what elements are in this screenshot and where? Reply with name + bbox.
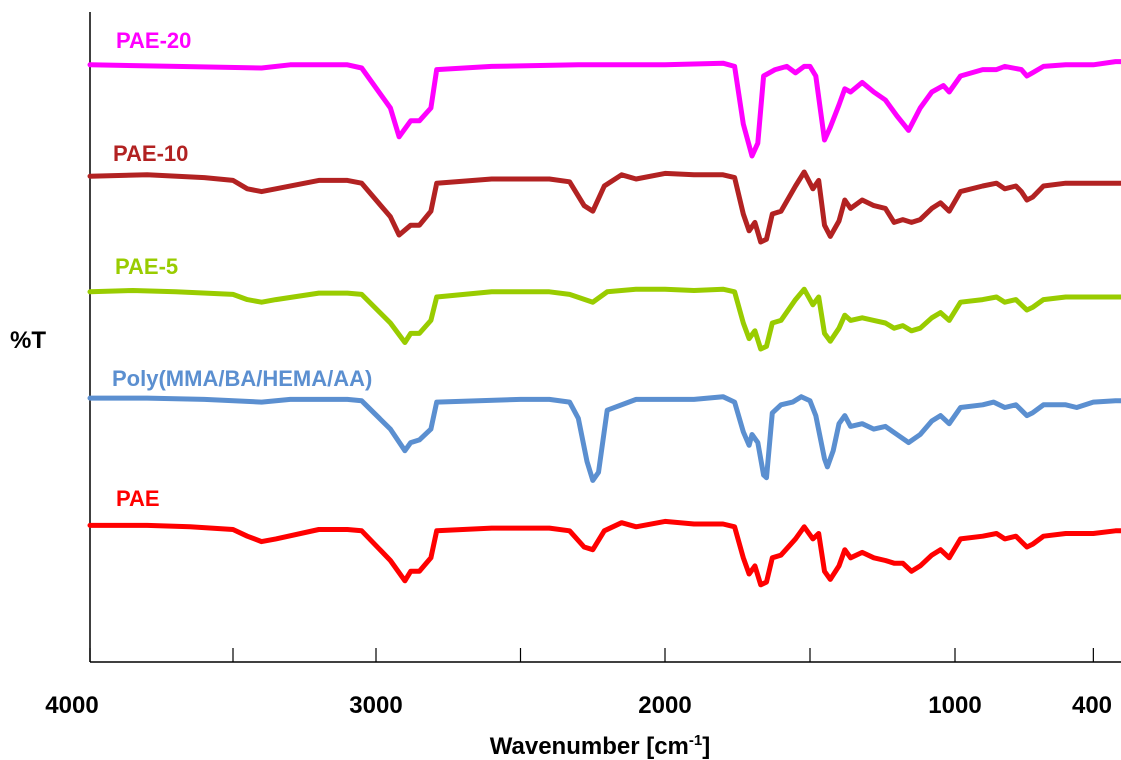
series-line-0	[87, 59, 1121, 159]
y-axis-label: %T	[10, 327, 46, 354]
series-label-4: PAE	[116, 486, 160, 511]
x-axis-label: Wavenumber [cm-1]	[490, 732, 711, 760]
series-line-2	[87, 286, 1121, 352]
x-tick-label: 2000	[638, 692, 691, 719]
x-axis-label-main: Wavenumber [cm	[490, 733, 689, 760]
x-tick-labels: 4000 3000 2000 1000 400	[45, 692, 1112, 719]
x-ticks	[89, 648, 1094, 662]
series-line-4	[87, 518, 1121, 588]
series-line-3	[87, 394, 1121, 483]
x-tick-label: 4000	[45, 692, 98, 719]
series-labels: PAE-20 PAE-10 PAE-5 Poly(MMA/BA/HEMA/AA) PAE	[112, 28, 372, 511]
series-label-2: PAE-5	[115, 254, 178, 279]
x-tick-label: 1000	[928, 692, 981, 719]
x-axis-label-sup: -1	[689, 732, 702, 749]
x-axis-label-suffix: ]	[702, 733, 710, 760]
series-label-1: PAE-10	[113, 141, 188, 166]
x-tick-label: 3000	[349, 692, 402, 719]
series-label-0: PAE-20	[116, 28, 191, 53]
x-tick-label: 400	[1072, 692, 1112, 719]
series-line-1	[87, 169, 1121, 245]
series-label-3: Poly(MMA/BA/HEMA/AA)	[112, 366, 372, 391]
series-group	[87, 59, 1121, 588]
